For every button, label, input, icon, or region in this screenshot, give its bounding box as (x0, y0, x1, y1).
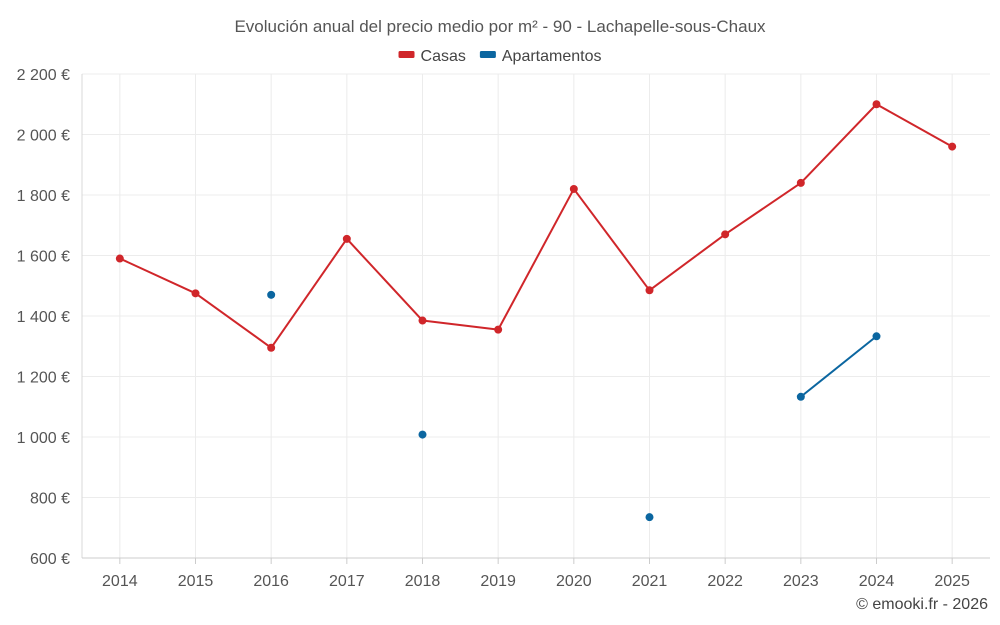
data-point[interactable] (418, 430, 427, 439)
legend: Casas Apartamentos (398, 48, 602, 65)
y-tick-label: 1 400 € (17, 309, 70, 326)
data-point[interactable] (569, 184, 578, 193)
chart-title: Evolución anual del precio medio por m² … (234, 17, 766, 36)
series-line-segment (573, 188, 651, 291)
data-point[interactable] (267, 343, 276, 352)
y-tick-label: 1 600 € (17, 249, 70, 266)
data-point[interactable] (342, 234, 351, 243)
series-line-segment (800, 103, 878, 184)
series-line-segment (422, 319, 499, 331)
x-tick-label: 2018 (405, 573, 441, 590)
data-point[interactable] (494, 325, 503, 334)
x-tick-label: 2014 (102, 573, 138, 590)
y-tick-label: 600 € (30, 551, 70, 568)
series-casas (115, 100, 957, 352)
x-tick-label: 2019 (480, 573, 516, 590)
data-point[interactable] (721, 230, 730, 239)
data-point[interactable] (948, 142, 957, 151)
data-point[interactable] (872, 100, 881, 109)
data-point[interactable] (796, 178, 805, 187)
series-line-segment (876, 103, 953, 148)
grid (82, 73, 990, 559)
axes: 600 € 800 € 1 000 € 1 200 € 1 400 € 1 600 € 1 … (17, 67, 990, 590)
y-tick-label: 2 000 € (17, 128, 70, 145)
x-tick-label: 2016 (253, 573, 289, 590)
x-tick-label: 2015 (178, 573, 214, 590)
series-line-segment (346, 238, 424, 322)
data-point[interactable] (645, 513, 654, 522)
legend-item-apartamentos[interactable]: Apartamentos (479, 48, 602, 65)
series-line-segment (270, 238, 348, 349)
series-layer (115, 100, 957, 522)
y-tick-label: 1 800 € (17, 188, 70, 205)
data-point[interactable] (872, 332, 881, 341)
y-tick-label: 800 € (30, 491, 70, 508)
series-apartamentos (267, 290, 881, 522)
x-tick-label: 2025 (934, 573, 970, 590)
series-line-segment (119, 257, 196, 295)
x-tick-label: 2024 (859, 573, 895, 590)
legend-swatch (398, 51, 415, 58)
y-tick-label: 1 200 € (17, 370, 70, 387)
copyright-credit: © emooki.fr - 2026 (856, 596, 988, 613)
legend-label: Casas (421, 48, 466, 65)
series-line-segment (724, 182, 802, 236)
data-point[interactable] (645, 286, 654, 295)
y-tick-label: 1 000 € (17, 430, 70, 447)
data-point[interactable] (115, 254, 124, 263)
data-point[interactable] (796, 392, 805, 401)
y-tick-label: 2 200 € (17, 67, 70, 84)
series-line-segment (194, 292, 272, 349)
x-tick-label: 2017 (329, 573, 365, 590)
series-line-segment (648, 233, 726, 292)
series-line-segment (800, 335, 878, 398)
x-tick-label: 2023 (783, 573, 819, 590)
x-tick-label: 2022 (707, 573, 743, 590)
legend-label: Apartamentos (502, 48, 602, 65)
x-tick-label: 2020 (556, 573, 592, 590)
legend-swatch (479, 51, 496, 58)
legend-item-casas[interactable]: Casas (398, 48, 466, 65)
series-line-segment (497, 188, 575, 331)
data-point[interactable] (267, 290, 276, 299)
data-point[interactable] (191, 289, 200, 298)
x-tick-label: 2021 (632, 573, 668, 590)
data-point[interactable] (418, 316, 427, 325)
